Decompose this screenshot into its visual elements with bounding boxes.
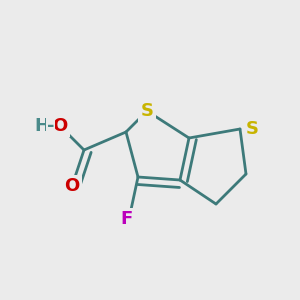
Text: O: O [52, 117, 68, 135]
Text: H: H [34, 117, 49, 135]
Text: -: - [47, 117, 54, 135]
Text: S: S [140, 102, 154, 120]
Text: S: S [245, 120, 258, 138]
Text: O: O [64, 177, 80, 195]
Text: F: F [120, 210, 132, 228]
